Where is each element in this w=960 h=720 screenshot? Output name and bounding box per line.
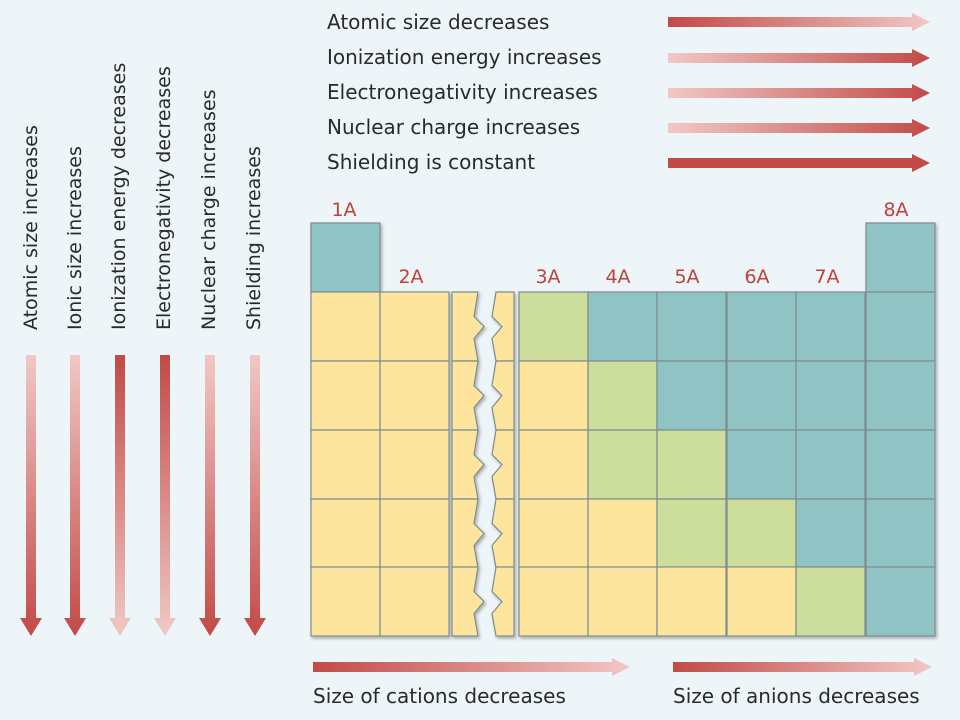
group-label-3A: 3A bbox=[535, 266, 561, 288]
element-cell bbox=[726, 429, 797, 500]
element-cell bbox=[865, 566, 936, 637]
group-trend-arrow bbox=[64, 355, 86, 636]
group-label-1A: 1A bbox=[331, 199, 357, 221]
group-trend-label: Shielding increases bbox=[243, 146, 265, 330]
element-cell bbox=[518, 429, 589, 500]
element-cell bbox=[726, 360, 797, 431]
element-cell bbox=[795, 566, 866, 637]
element-cell bbox=[310, 498, 381, 569]
break-piece bbox=[451, 566, 485, 637]
group-label-8A: 8A bbox=[883, 199, 909, 221]
period-trend-label: Shielding is constant bbox=[327, 150, 536, 174]
group-label-4A: 4A bbox=[605, 266, 631, 288]
group-label-5A: 5A bbox=[674, 266, 700, 288]
element-cell bbox=[379, 566, 450, 637]
break-piece bbox=[491, 360, 515, 431]
group-trend-arrow bbox=[244, 355, 266, 636]
element-cell bbox=[587, 498, 658, 569]
cells-layer bbox=[310, 222, 936, 637]
element-cell bbox=[379, 360, 450, 431]
period-trend-label: Ionization energy increases bbox=[327, 45, 602, 69]
element-cell bbox=[310, 222, 381, 293]
element-cell bbox=[587, 566, 658, 637]
break-piece bbox=[491, 566, 515, 637]
element-cell bbox=[865, 360, 936, 431]
element-cell bbox=[518, 291, 589, 362]
table-break bbox=[451, 291, 515, 637]
element-cell bbox=[865, 429, 936, 500]
element-cell bbox=[795, 360, 866, 431]
break-piece bbox=[491, 498, 515, 569]
period-trend-label: Electronegativity increases bbox=[327, 80, 598, 104]
break-piece bbox=[491, 291, 515, 362]
period-trend-label: Atomic size decreases bbox=[327, 10, 550, 34]
element-cell bbox=[726, 566, 797, 637]
break-piece bbox=[451, 498, 485, 569]
element-cell bbox=[795, 429, 866, 500]
group-label-6A: 6A bbox=[744, 266, 770, 288]
element-cell bbox=[379, 291, 450, 362]
group-trend-arrow bbox=[199, 355, 221, 636]
group-trend-arrow bbox=[20, 355, 42, 636]
cation-size-arrow bbox=[313, 658, 630, 676]
arrows-layer bbox=[20, 13, 932, 676]
group-trend-label: Ionization energy decreases bbox=[108, 62, 130, 330]
period-trend-arrow bbox=[668, 84, 930, 102]
element-cell bbox=[518, 498, 589, 569]
period-trend-label: Nuclear charge increases bbox=[327, 115, 581, 139]
element-cell bbox=[656, 360, 727, 431]
element-cell bbox=[656, 566, 727, 637]
break-piece bbox=[451, 360, 485, 431]
group-trend-arrow bbox=[109, 355, 131, 636]
anion-size-label: Size of anions decreases bbox=[673, 684, 920, 708]
element-cell bbox=[518, 360, 589, 431]
element-cell bbox=[310, 566, 381, 637]
element-cell bbox=[310, 429, 381, 500]
element-cell bbox=[656, 291, 727, 362]
group-trend-arrow bbox=[154, 355, 176, 636]
break-piece bbox=[451, 429, 485, 500]
element-cell bbox=[795, 291, 866, 362]
element-cell bbox=[310, 291, 381, 362]
element-cell bbox=[518, 566, 589, 637]
break-piece bbox=[451, 291, 485, 362]
cation-size-label: Size of cations decreases bbox=[313, 684, 566, 708]
break-piece bbox=[491, 429, 515, 500]
element-cell bbox=[726, 498, 797, 569]
anion-size-arrow bbox=[673, 658, 932, 676]
element-cell bbox=[795, 498, 866, 569]
group-trend-label: Nuclear charge increases bbox=[198, 89, 220, 330]
element-cell bbox=[379, 429, 450, 500]
element-cell bbox=[587, 429, 658, 500]
group-trend-label: Atomic size increases bbox=[20, 125, 42, 330]
element-cell bbox=[587, 291, 658, 362]
period-trend-arrow bbox=[668, 154, 930, 172]
element-cell bbox=[656, 429, 727, 500]
element-cell bbox=[865, 291, 936, 362]
period-trend-arrow bbox=[668, 49, 930, 67]
element-cell bbox=[379, 498, 450, 569]
element-cell bbox=[865, 222, 936, 293]
group-label-2A: 2A bbox=[398, 266, 424, 288]
group-trend-label: Ionic size increases bbox=[64, 146, 86, 330]
group-trend-label: Electronegativity decreases bbox=[153, 66, 175, 330]
element-cell bbox=[310, 360, 381, 431]
element-cell bbox=[656, 498, 727, 569]
element-cell bbox=[726, 291, 797, 362]
group-label-7A: 7A bbox=[814, 266, 840, 288]
period-trend-arrow bbox=[668, 13, 930, 31]
element-cell bbox=[865, 498, 936, 569]
element-cell bbox=[587, 360, 658, 431]
period-trend-arrow bbox=[668, 119, 930, 137]
